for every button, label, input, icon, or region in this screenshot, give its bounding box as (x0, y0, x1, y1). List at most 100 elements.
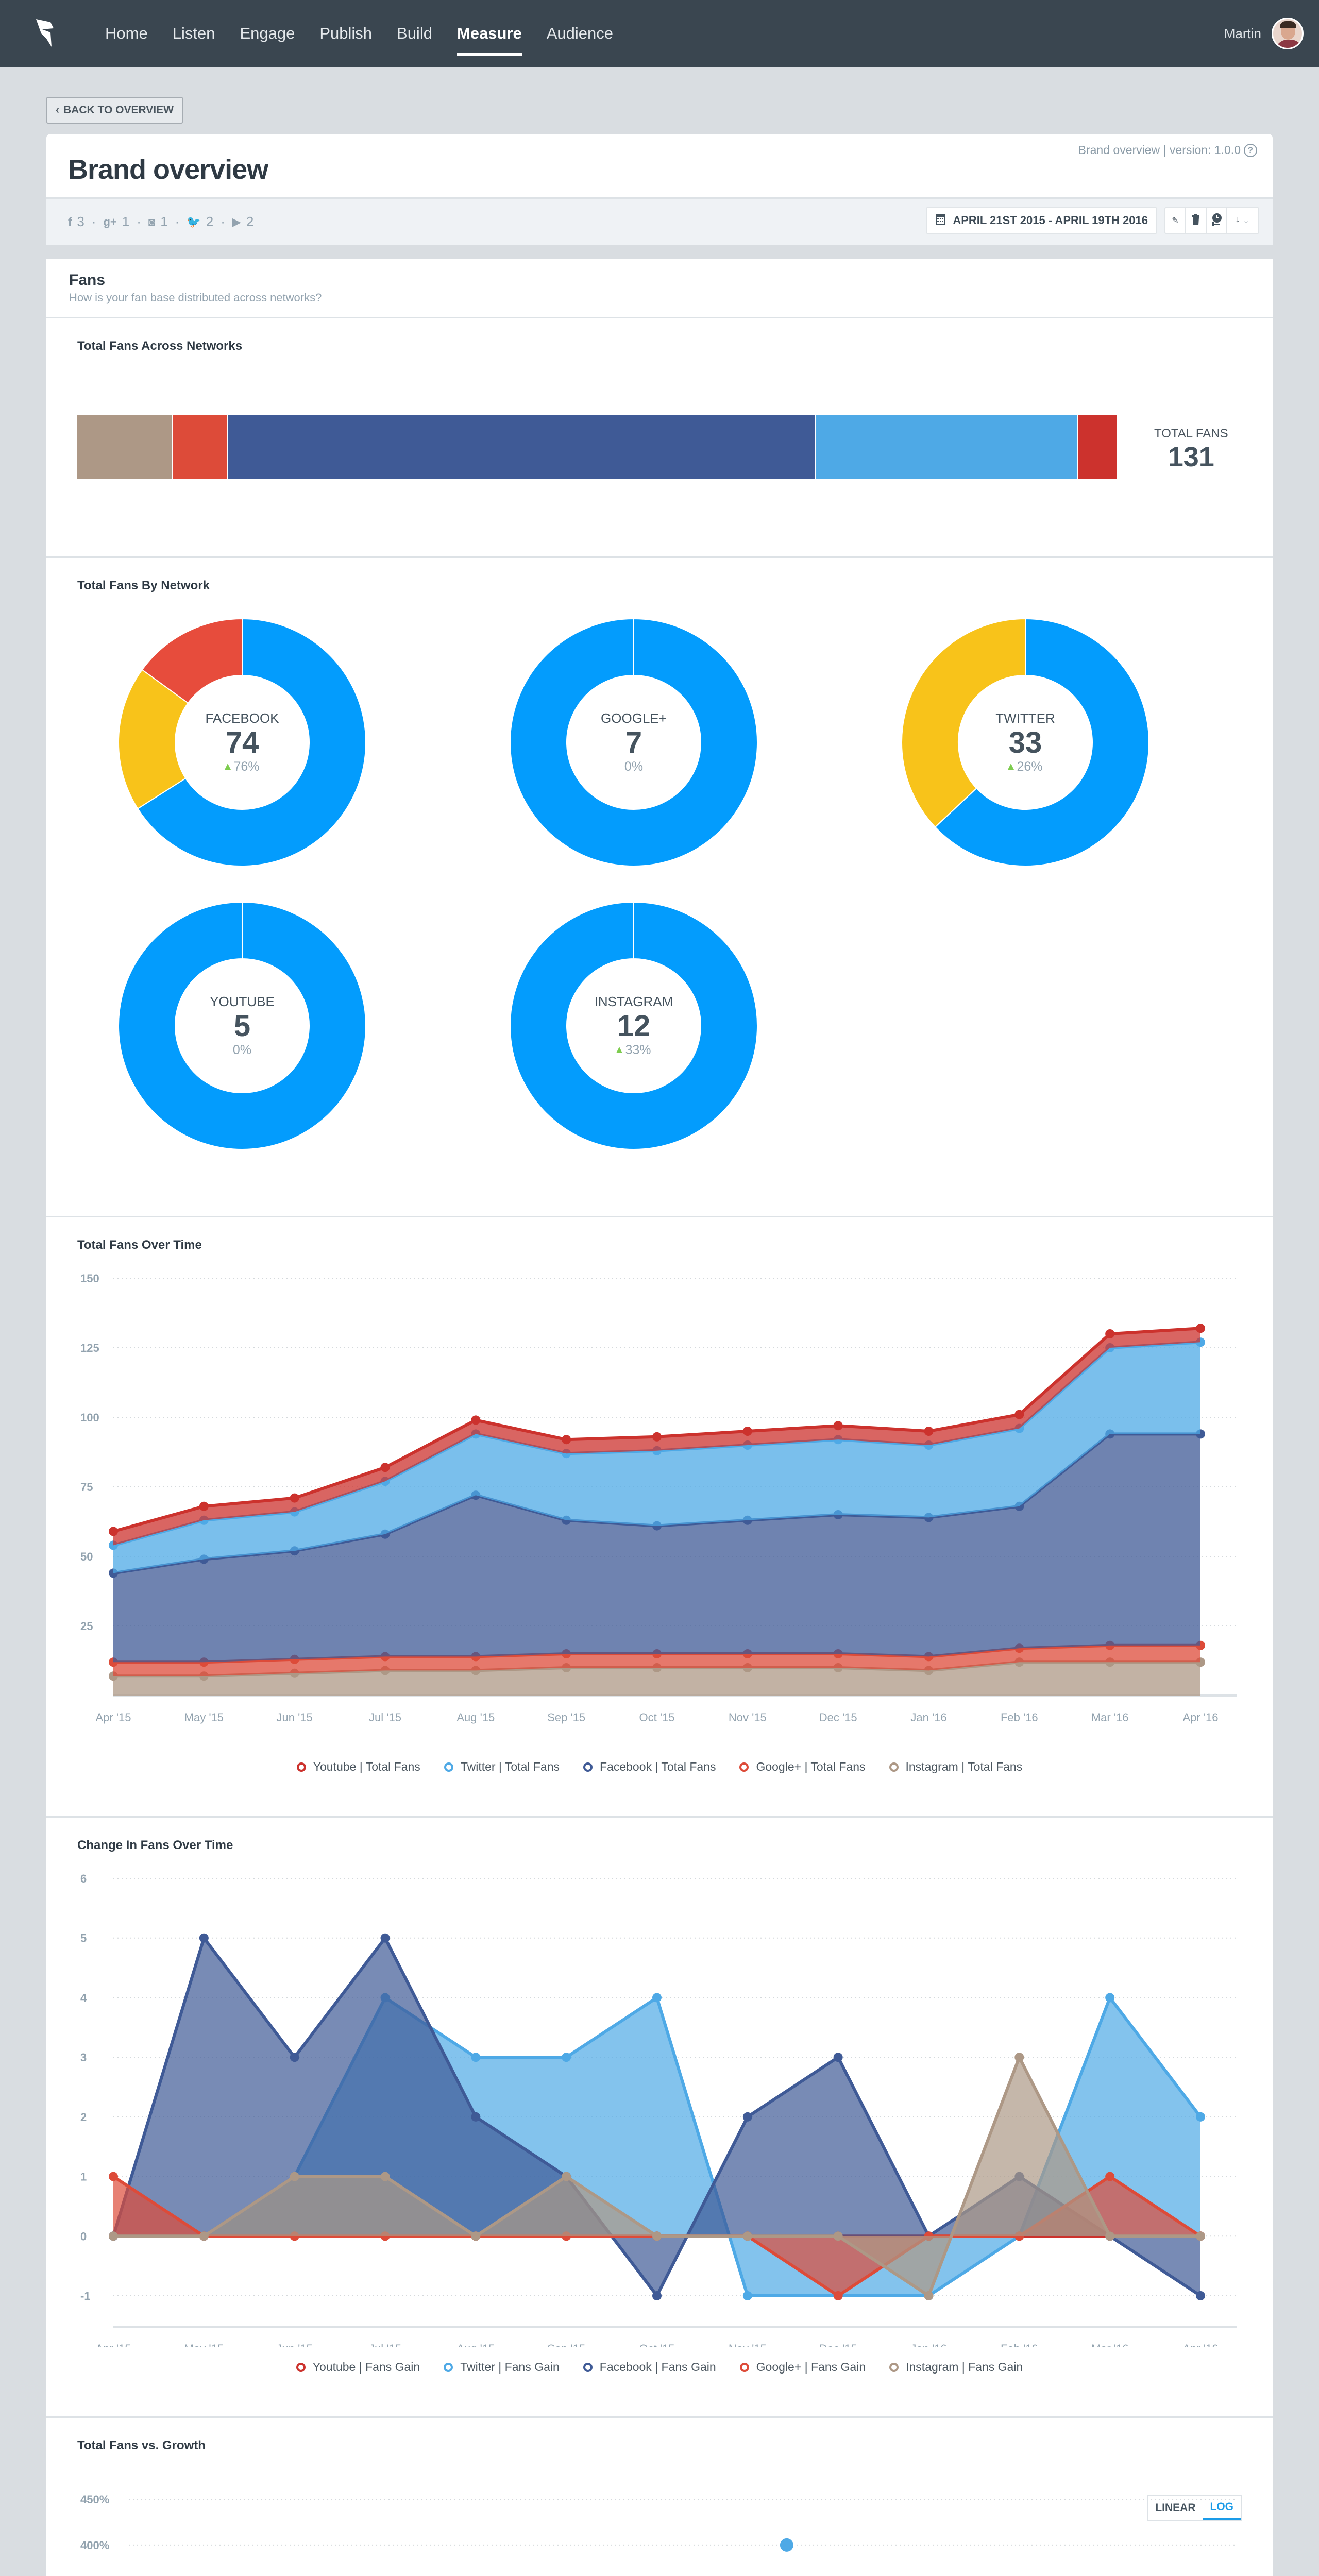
bar-segment-youtube[interactable] (1078, 415, 1118, 479)
scale-linear-tab[interactable]: LINEAR (1155, 2502, 1196, 2514)
donut-value: 7 (625, 726, 642, 760)
nav-item-engage[interactable]: Engage (240, 24, 295, 42)
x-tick-label: Apr '15 (95, 1711, 131, 1724)
donut-slice[interactable] (934, 619, 1149, 866)
user-name[interactable]: Martin (1224, 25, 1261, 41)
legend-item-facebook-fans-gain[interactable]: Facebook | Fans Gain (583, 2360, 716, 2374)
donut-slice[interactable] (141, 619, 243, 704)
data-point[interactable] (742, 1427, 752, 1436)
legend-item-google-total-fans[interactable]: Google+ | Total Fans (739, 1760, 866, 1774)
data-point[interactable] (290, 2053, 299, 2062)
data-point[interactable] (1196, 1324, 1205, 1333)
help-icon[interactable]: ? (1244, 143, 1257, 157)
data-point[interactable] (1105, 1329, 1115, 1338)
legend-item-youtube-fans-gain[interactable]: Youtube | Fans Gain (296, 2360, 420, 2374)
data-point[interactable] (742, 2291, 752, 2300)
up-arrow-icon (1008, 764, 1014, 770)
data-point[interactable] (833, 2291, 843, 2300)
data-point[interactable] (380, 1463, 390, 1472)
twitter-icon: 🐦 (187, 215, 201, 228)
legend-item-twitter-total-fans[interactable]: Twitter | Total Fans (444, 1760, 560, 1774)
data-point[interactable] (380, 2172, 390, 2181)
y-tick-label: 75 (80, 1481, 93, 1494)
data-point[interactable] (833, 2231, 843, 2241)
data-point[interactable] (109, 2172, 118, 2181)
bar-segment-twitter[interactable] (816, 415, 1078, 479)
data-point[interactable] (1014, 1410, 1024, 1419)
legend-marker-icon (583, 2362, 593, 2372)
bar-segment-facebook[interactable] (228, 415, 817, 479)
data-point[interactable] (1105, 1993, 1115, 2003)
data-point[interactable] (290, 1493, 299, 1503)
legend-item-twitter-fans-gain[interactable]: Twitter | Fans Gain (444, 2360, 560, 2374)
donut-slice[interactable] (137, 619, 366, 866)
chart-legend: Youtube | Fans Gain Twitter | Fans Gain Fa… (77, 2360, 1242, 2374)
area-fill (113, 1434, 1200, 1663)
chart-title: Change In Fans Over Time (77, 1838, 233, 1852)
data-point[interactable] (1105, 2231, 1115, 2241)
google-plus-icon: g+ (103, 215, 117, 228)
y-tick-label: 3 (80, 2051, 87, 2064)
scatter-point[interactable] (780, 2538, 793, 2552)
delete-button[interactable] (1186, 208, 1207, 233)
data-point[interactable] (1196, 2112, 1205, 2122)
data-point[interactable] (471, 2053, 481, 2062)
user-avatar[interactable] (1272, 18, 1304, 49)
data-point[interactable] (562, 1435, 571, 1445)
data-point[interactable] (199, 1933, 209, 1943)
date-range-button[interactable]: APRIL 21ST 2015 - APRIL 19TH 2016 (926, 207, 1157, 234)
data-point[interactable] (109, 1527, 118, 1536)
nav-item-audience[interactable]: Audience (546, 24, 614, 42)
edit-button[interactable]: ✎ (1165, 208, 1186, 233)
data-point[interactable] (652, 2231, 662, 2241)
data-point[interactable] (742, 2112, 752, 2122)
data-point[interactable] (652, 2291, 662, 2300)
nav-item-measure[interactable]: Measure (445, 0, 534, 67)
data-point[interactable] (652, 1993, 662, 2003)
data-point[interactable] (652, 1432, 662, 1442)
scale-log-tab[interactable]: LOG (1203, 2496, 1241, 2520)
legend-item-instagram-total-fans[interactable]: Instagram | Total Fans (889, 1760, 1022, 1774)
data-point[interactable] (833, 1421, 843, 1431)
donut-slice[interactable] (119, 669, 189, 809)
legend-item-google-fans-gain[interactable]: Google+ | Fans Gain (739, 2360, 866, 2374)
donut-slice[interactable] (119, 902, 366, 1149)
schedule-button[interactable] (1207, 208, 1227, 233)
data-point[interactable] (199, 1501, 209, 1511)
back-to-overview-button[interactable]: ‹ BACK TO OVERVIEW (46, 97, 183, 124)
nav-item-home[interactable]: Home (105, 24, 148, 42)
data-point[interactable] (109, 2231, 118, 2241)
data-point[interactable] (1196, 2231, 1205, 2241)
nav-item-listen[interactable]: Listen (172, 24, 215, 42)
nav-item-build[interactable]: Build (397, 24, 432, 42)
data-point[interactable] (1014, 2053, 1024, 2062)
data-point[interactable] (471, 2231, 481, 2241)
data-point[interactable] (471, 2112, 481, 2122)
data-point[interactable] (380, 1933, 390, 1943)
bar-segment-google[interactable] (173, 415, 228, 479)
data-point[interactable] (1105, 2172, 1115, 2181)
legend-marker-icon (583, 1762, 593, 1772)
data-point[interactable] (471, 1415, 481, 1425)
donut-slice[interactable] (510, 902, 757, 1149)
brand-logo-icon[interactable] (26, 13, 67, 54)
export-dropdown-button[interactable]: ⤓ ⌄ (1227, 208, 1258, 233)
data-point[interactable] (924, 1427, 934, 1436)
donut-slice[interactable] (510, 619, 757, 866)
legend-item-youtube-total-fans[interactable]: Youtube | Total Fans (296, 1760, 420, 1774)
data-point[interactable] (290, 2172, 299, 2181)
data-point[interactable] (562, 2053, 571, 2062)
donut-value: 5 (233, 1009, 251, 1043)
donut-slice[interactable] (902, 619, 1026, 828)
data-point[interactable] (742, 2231, 752, 2241)
bar-segment-instagram[interactable] (77, 415, 173, 479)
legend-item-instagram-fans-gain[interactable]: Instagram | Fans Gain (889, 2360, 1023, 2374)
legend-item-facebook-total-fans[interactable]: Facebook | Total Fans (583, 1760, 716, 1774)
data-point[interactable] (924, 2291, 934, 2300)
user-menu[interactable]: Martin (1224, 0, 1304, 67)
data-point[interactable] (833, 2053, 843, 2062)
data-point[interactable] (1196, 2291, 1205, 2300)
data-point[interactable] (199, 2231, 209, 2241)
nav-item-publish[interactable]: Publish (319, 24, 373, 42)
data-point[interactable] (562, 2172, 571, 2181)
